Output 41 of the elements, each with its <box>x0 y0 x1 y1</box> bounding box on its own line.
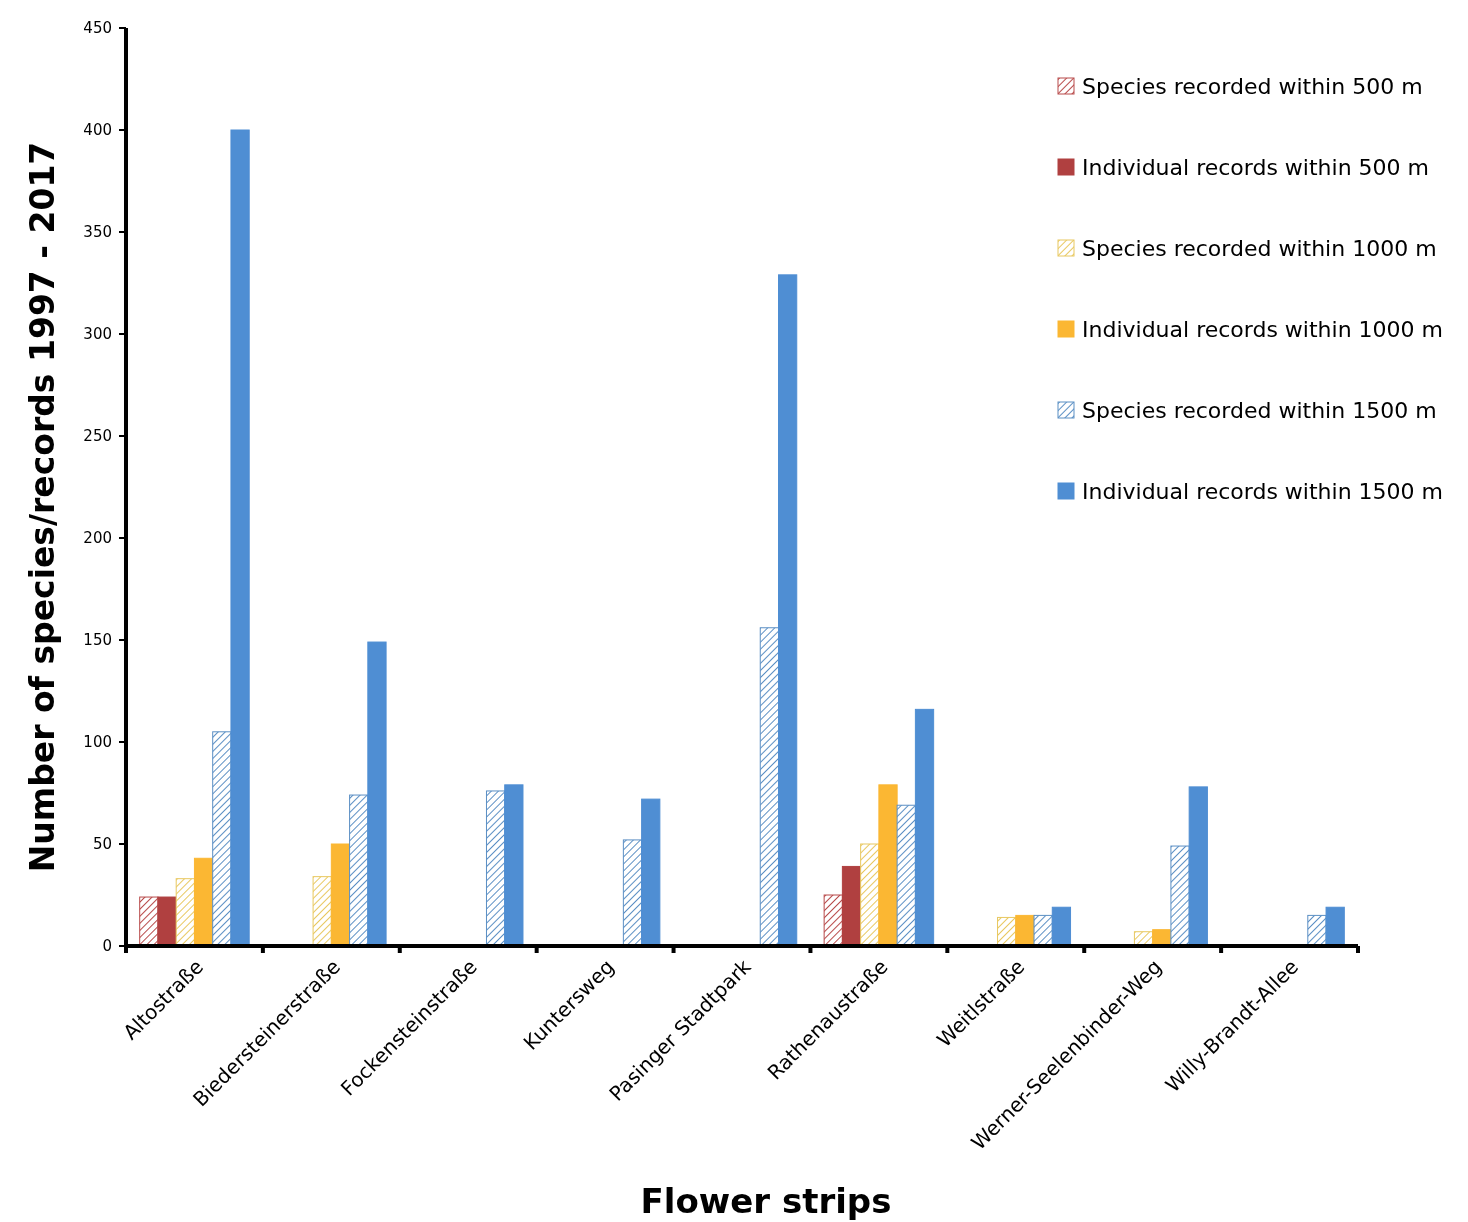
bar <box>1170 845 1190 947</box>
bar <box>1325 906 1345 947</box>
legend-label: Individual records within 1000 m <box>1082 316 1444 342</box>
bar <box>896 804 916 947</box>
bar <box>641 798 661 947</box>
bar <box>1188 786 1208 947</box>
y-tick-label: 400 <box>83 121 112 140</box>
bar <box>759 627 779 947</box>
bar <box>622 839 643 947</box>
bar <box>860 843 880 947</box>
legend-label: Species recorded within 1500 m <box>1082 397 1437 423</box>
bar <box>193 857 214 947</box>
y-tick-label: 100 <box>83 733 112 752</box>
x-axis-title: Flower strips <box>640 1181 892 1221</box>
y-tick-label: 0 <box>102 937 112 956</box>
y-tick-label: 200 <box>83 529 112 548</box>
bar <box>367 641 387 947</box>
y-tick-label: 250 <box>83 427 112 446</box>
bar <box>312 876 332 947</box>
bar <box>1033 914 1053 947</box>
bar <box>212 731 232 947</box>
legend-label: Individual records within 500 m <box>1082 154 1430 180</box>
bar <box>1051 906 1072 947</box>
y-tick-label: 350 <box>83 223 112 242</box>
bar <box>914 708 935 947</box>
legend-label: Species recorded within 500 m <box>1082 73 1423 99</box>
bar <box>175 878 195 947</box>
bar <box>485 790 506 947</box>
y-tick-label: 50 <box>92 835 112 854</box>
y-tick-label: 450 <box>83 19 112 38</box>
y-tick-label: 150 <box>83 631 112 650</box>
legend-label: Species recorded within 1000 m <box>1082 235 1437 261</box>
y-tick-label: 300 <box>83 325 112 344</box>
y-axis-title: Number of species/records 1997 - 2017 <box>23 141 62 873</box>
bar <box>504 784 524 947</box>
bar <box>330 843 351 947</box>
bar <box>349 794 369 947</box>
bar <box>230 129 250 947</box>
legend-label: Individual records within 1500 m <box>1082 478 1444 504</box>
bar <box>778 274 798 947</box>
bar <box>878 784 898 947</box>
